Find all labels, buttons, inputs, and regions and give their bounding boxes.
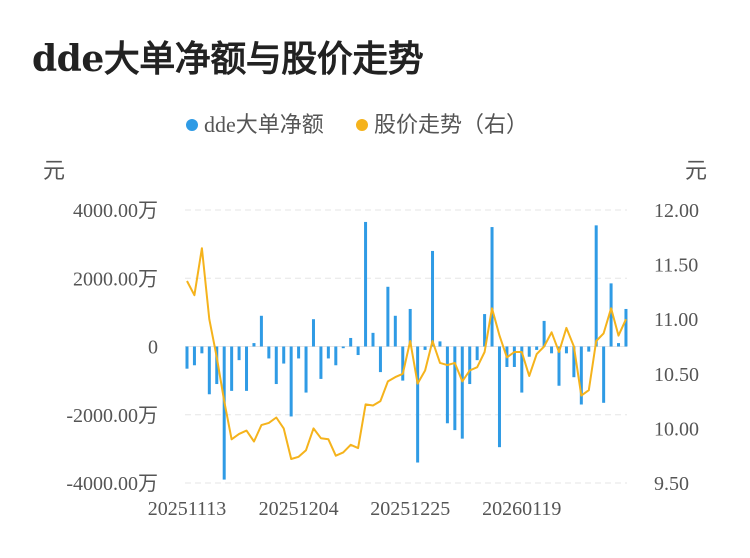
legend: dde大单净额 股价走势（右） xyxy=(186,112,528,137)
left-tick-label-3: -2000.00万 xyxy=(66,405,158,427)
bar-28 xyxy=(393,315,397,347)
x-tick-label-2: 20251225 xyxy=(370,498,450,520)
bar-44 xyxy=(512,346,516,367)
bar-58 xyxy=(617,343,621,347)
bar-27 xyxy=(386,286,390,347)
bar-35 xyxy=(445,346,449,424)
bar-12 xyxy=(274,346,278,385)
bar-46 xyxy=(527,346,531,357)
bar-29 xyxy=(401,346,405,381)
gridlines xyxy=(185,209,627,484)
bar-14 xyxy=(289,346,293,417)
bar-57 xyxy=(609,283,613,347)
x-tick-label-3: 20260119 xyxy=(482,498,561,520)
bar-48 xyxy=(542,320,546,347)
bar-37 xyxy=(460,346,464,439)
bar-0 xyxy=(185,346,189,369)
bar-6 xyxy=(230,346,234,391)
bar-33 xyxy=(431,250,435,347)
bar-24 xyxy=(364,221,368,347)
left-tick-label-0: 4000.00万 xyxy=(73,200,158,222)
bar-49 xyxy=(550,346,554,354)
bar-30 xyxy=(408,308,412,347)
chart-title: dde大单净额与股价走势 xyxy=(32,38,424,80)
bar-8 xyxy=(245,346,249,391)
bar-20 xyxy=(334,346,338,366)
bar-45 xyxy=(520,346,524,393)
left-tick-label-2: 0 xyxy=(148,337,158,359)
bar-31 xyxy=(416,346,420,463)
bar-32 xyxy=(423,346,427,350)
bar-19 xyxy=(326,346,330,359)
right-tick-label-4: 10.00 xyxy=(654,418,699,440)
bar-22 xyxy=(349,337,353,347)
bar-56 xyxy=(602,346,606,403)
x-tick-label-1: 20251204 xyxy=(259,498,339,520)
x-tick-label-0: 20251113 xyxy=(148,498,227,520)
bar-39 xyxy=(475,346,479,361)
left-tick-label-1: 2000.00万 xyxy=(73,268,158,290)
right-tick-label-0: 12.00 xyxy=(654,200,699,222)
bar-36 xyxy=(453,346,457,431)
right-tick-label-3: 10.50 xyxy=(654,364,699,386)
axis-units: 元元 xyxy=(43,158,707,183)
line-series xyxy=(186,247,627,460)
right-tick-label-5: 9.50 xyxy=(654,473,689,495)
bar-16 xyxy=(304,346,308,393)
bar-1 xyxy=(192,346,196,366)
left-axis: 4000.00万 2000.00万 0 -2000.00万 -4000.00万 xyxy=(66,200,158,495)
bar-5 xyxy=(222,346,226,480)
bar-54 xyxy=(587,346,591,352)
bar-42 xyxy=(497,346,501,448)
bar-7 xyxy=(237,346,241,361)
bar-26 xyxy=(378,346,382,373)
bar-21 xyxy=(341,346,345,349)
left-axis-unit: 元 xyxy=(43,158,65,183)
legend-label-0: dde大单净额 xyxy=(204,112,324,137)
legend-label-1: 股价走势（右） xyxy=(374,112,528,137)
bar-13 xyxy=(282,346,286,364)
right-tick-label-2: 11.00 xyxy=(654,309,698,331)
bar-4 xyxy=(215,346,219,385)
bar-55 xyxy=(594,225,598,347)
legend-marker-0 xyxy=(186,119,198,131)
right-axis: 12.00 11.50 11.00 10.50 10.00 9.50 xyxy=(654,200,699,495)
bar-2 xyxy=(200,346,204,354)
bar-11 xyxy=(267,346,271,359)
right-axis-unit: 元 xyxy=(685,158,707,183)
bar-25 xyxy=(371,332,375,347)
bar-47 xyxy=(535,346,539,350)
bar-17 xyxy=(311,319,315,347)
bar-9 xyxy=(252,343,256,347)
bar-53 xyxy=(579,346,583,405)
bar-18 xyxy=(319,346,323,379)
bar-51 xyxy=(564,346,568,354)
bar-52 xyxy=(572,346,576,378)
x-axis: 20251113 20251204 20251225 20260119 xyxy=(148,498,562,520)
legend-marker-1 xyxy=(356,119,368,131)
right-tick-label-1: 11.50 xyxy=(654,255,698,277)
left-tick-label-4: -4000.00万 xyxy=(66,473,158,495)
bar-41 xyxy=(490,227,494,347)
bar-34 xyxy=(438,341,442,347)
price-line xyxy=(186,247,627,460)
bar-23 xyxy=(356,346,360,356)
bar-50 xyxy=(557,346,561,386)
bar-38 xyxy=(468,346,472,385)
bar-series xyxy=(185,221,628,480)
bar-15 xyxy=(297,346,301,359)
bar-40 xyxy=(483,314,487,347)
bar-3 xyxy=(207,346,211,395)
bar-10 xyxy=(259,315,263,347)
bar-59 xyxy=(624,308,628,347)
